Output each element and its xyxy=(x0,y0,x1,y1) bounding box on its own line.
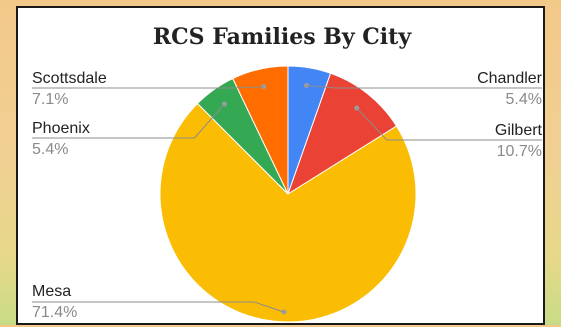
slice-value-chandler: 5.4% xyxy=(506,91,542,108)
leader-line-chandler xyxy=(306,85,542,89)
slice-label-gilbert: Gilbert xyxy=(495,122,543,139)
pie-slices xyxy=(159,65,417,323)
leader-line-gilbert xyxy=(356,107,542,141)
slice-value-mesa: 71.4% xyxy=(32,304,77,321)
slice-label-mesa: Mesa xyxy=(32,283,71,300)
leader-line-phoenix xyxy=(32,103,225,139)
slice-value-gilbert: 10.7% xyxy=(497,143,542,160)
slice-value-phoenix: 5.4% xyxy=(32,141,68,158)
leader-line-mesa xyxy=(32,301,285,313)
pie-slice-scottsdale xyxy=(232,65,289,195)
leader-lines xyxy=(32,83,542,315)
slice-value-scottsdale: 7.1% xyxy=(32,91,68,108)
pie-slice-gilbert xyxy=(287,72,398,196)
chart-title: RCS Families By City xyxy=(153,24,412,50)
slice-label-chandler: Chandler xyxy=(477,70,543,87)
pie-slice-mesa xyxy=(159,102,417,323)
chart-card: RCS Families By City Chandler 5.4% Gilbert… xyxy=(16,6,545,325)
slice-label-phoenix: Phoenix xyxy=(32,120,90,137)
pie-chart: RCS Families By City Chandler 5.4% Gilbert… xyxy=(32,24,543,323)
slice-label-scottsdale: Scottsdale xyxy=(32,70,107,87)
leader-line-scottsdale xyxy=(32,86,264,89)
slice-labels: Chandler 5.4% Gilbert 10.7% Mesa 71.4% Phoenix… xyxy=(32,70,543,321)
